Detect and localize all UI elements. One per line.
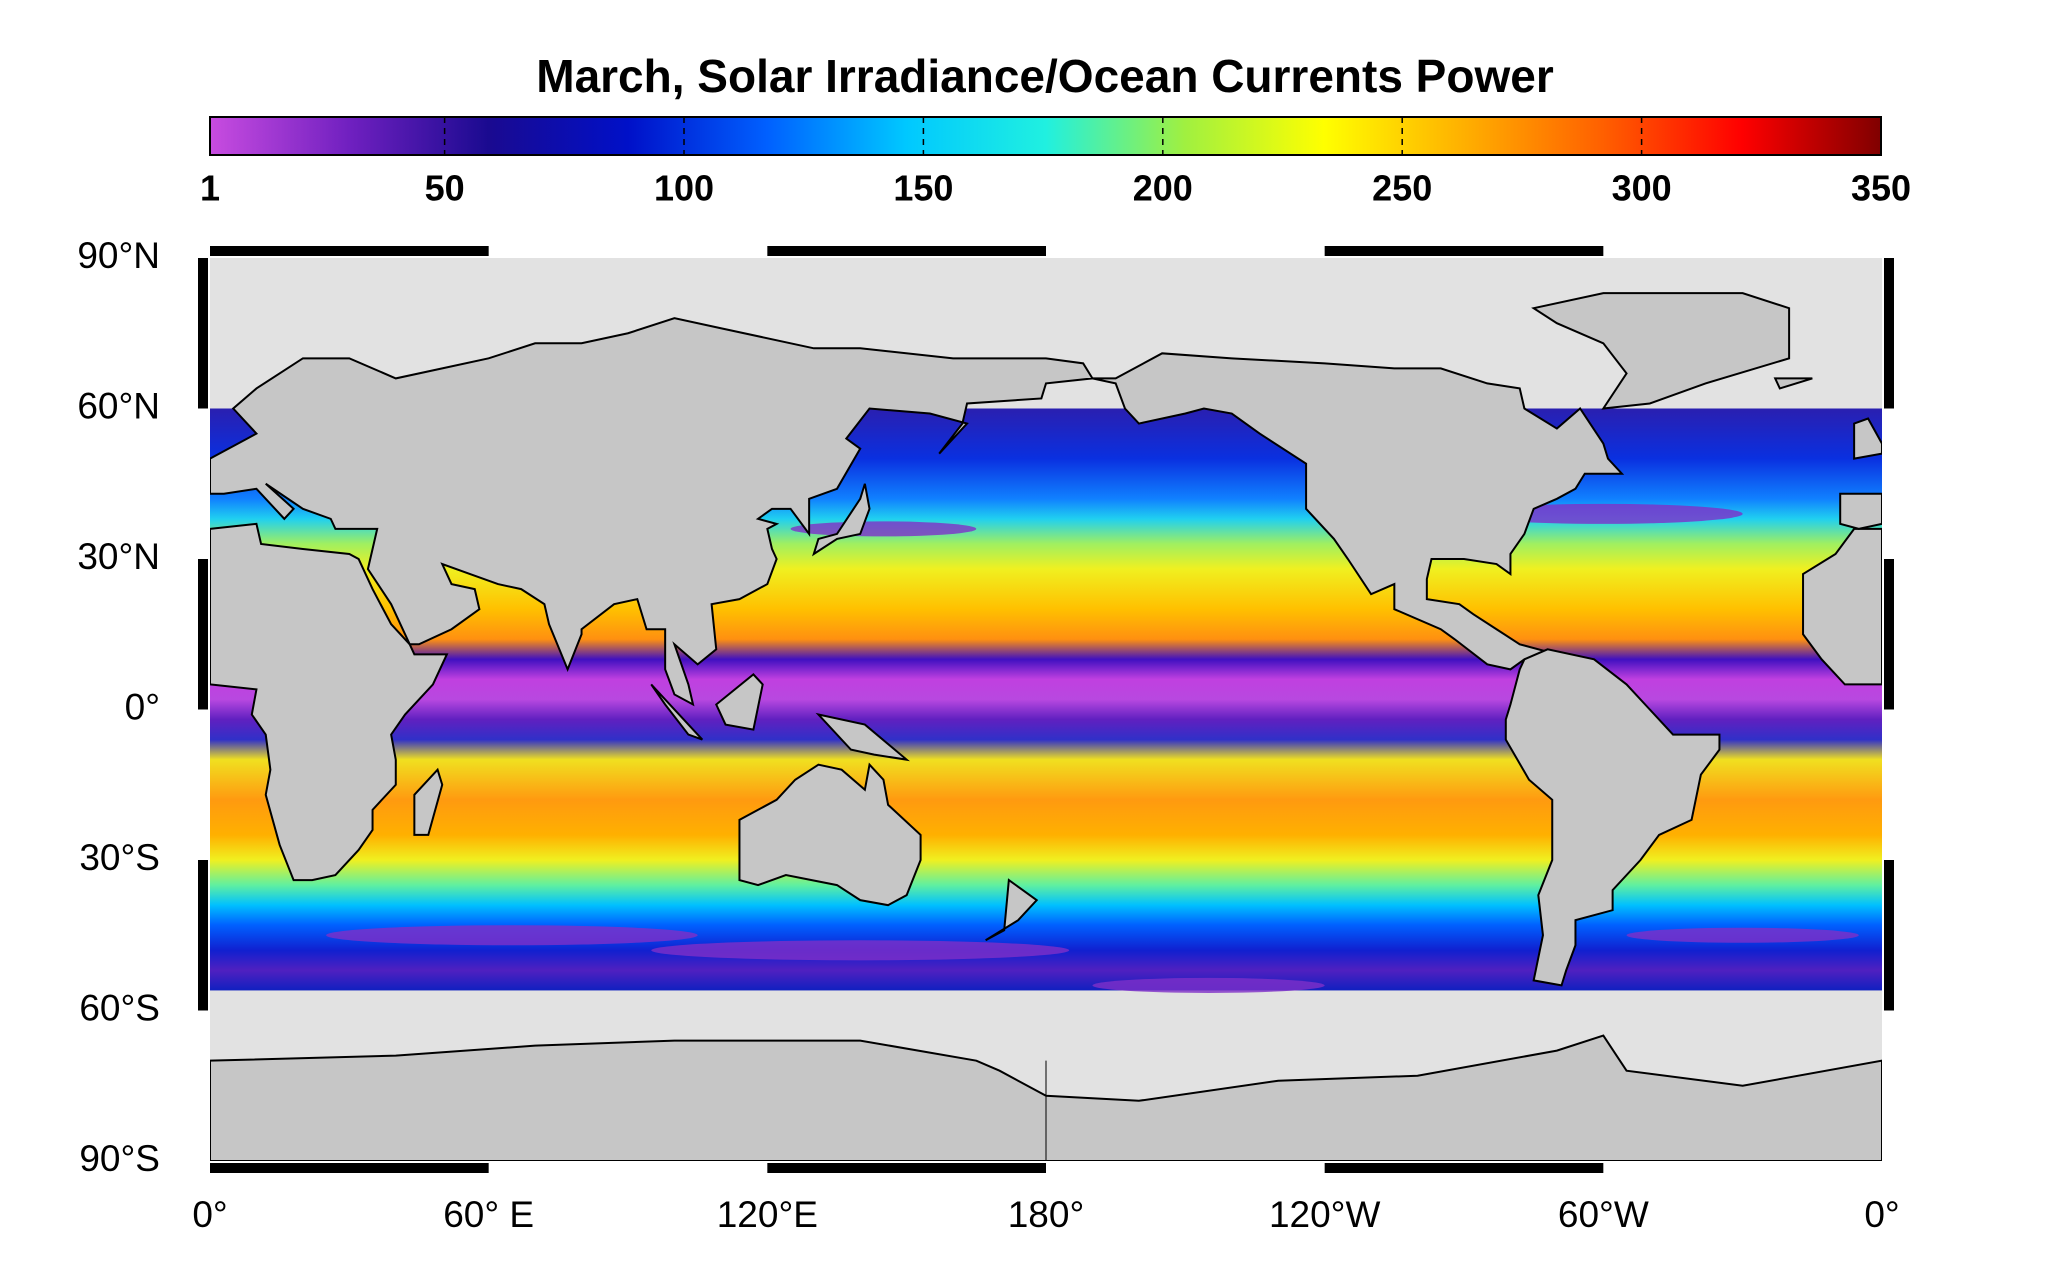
frame-segment [210, 1163, 489, 1173]
title: March, Solar Irradiance/Ocean Currents P… [536, 50, 1554, 102]
land [210, 317, 1095, 707]
ocean-feature [790, 521, 977, 537]
colorbar-tick-label: 350 [1851, 168, 1911, 209]
x-tick-label: 0° [1864, 1194, 1899, 1235]
ocean-feature [326, 925, 698, 946]
ocean-feature [1092, 977, 1325, 993]
colorbar-tick-label: 150 [893, 168, 953, 209]
x-tick-label: 120°W [1269, 1194, 1381, 1235]
land [1853, 417, 1882, 460]
frame-segment [198, 860, 208, 1011]
frame-segment [767, 246, 1046, 256]
ocean-feature [651, 940, 1070, 961]
land [1802, 527, 1882, 686]
land [738, 762, 922, 907]
frame-segment [1884, 258, 1894, 409]
land [1092, 352, 1625, 671]
x-tick-label: 120°E [717, 1194, 818, 1235]
y-tick-label: 60°S [79, 987, 160, 1028]
frame-segment [1324, 246, 1604, 256]
y-tick-label: 30°N [77, 536, 160, 577]
colorbar [209, 116, 1882, 156]
x-tick-label: 0° [192, 1194, 227, 1235]
frame-segment [1884, 860, 1894, 1011]
frame-segment [198, 559, 208, 710]
land [1839, 492, 1882, 530]
x-tick-label: 180° [1008, 1194, 1085, 1235]
frame-segment [198, 258, 208, 409]
land [1773, 377, 1813, 390]
land [650, 683, 704, 741]
land [1504, 648, 1721, 987]
y-tick-label: 90°N [77, 235, 160, 276]
frame-segment [1884, 559, 1894, 710]
frame-segment [767, 1163, 1046, 1173]
colorbar-tick-label: 50 [425, 168, 465, 209]
land [1531, 292, 1791, 410]
land [985, 878, 1039, 942]
colorbar-tick-label: 1 [200, 168, 220, 209]
land [812, 483, 871, 557]
frame-segment [210, 246, 489, 256]
x-tick-label: 60° E [443, 1194, 534, 1235]
colorbar-tick-label: 300 [1612, 168, 1672, 209]
x-tick-label: 60°W [1558, 1194, 1649, 1235]
frame-segment [1324, 1163, 1604, 1173]
land [413, 767, 444, 836]
land [715, 673, 764, 731]
land [210, 522, 449, 882]
land [815, 712, 911, 762]
ocean-feature [1626, 927, 1859, 943]
y-tick-label: 60°N [77, 385, 160, 426]
colorbar-tick-label: 100 [654, 168, 714, 209]
y-tick-label: 30°S [79, 837, 160, 878]
colorbar-tick-label: 200 [1133, 168, 1193, 209]
colorbar-tick-label: 250 [1372, 168, 1432, 209]
y-tick-label: 0° [125, 686, 160, 727]
y-tick-label: 90°S [79, 1138, 160, 1179]
